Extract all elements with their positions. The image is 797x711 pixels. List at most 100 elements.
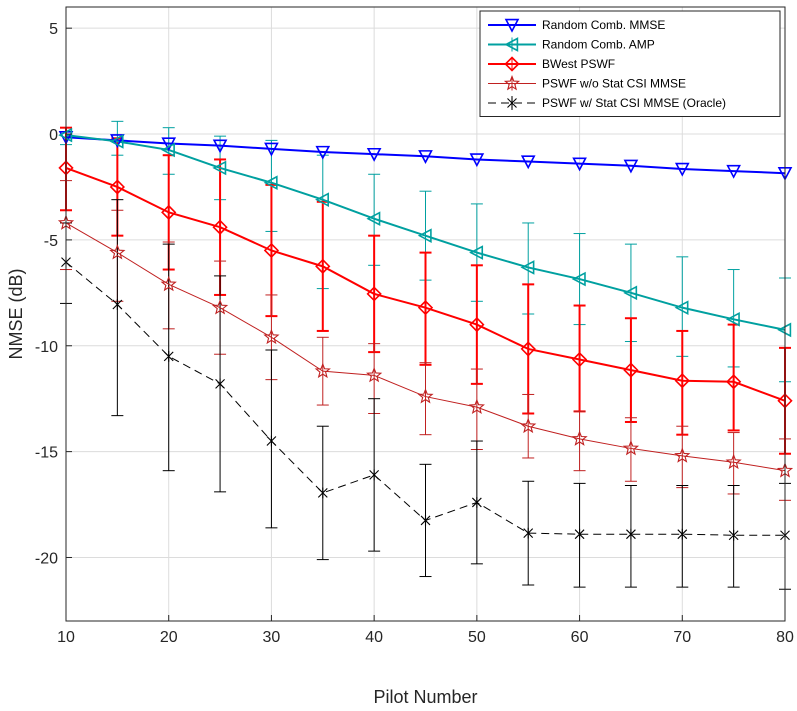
error-bar-series-4	[470, 368, 483, 451]
marker-series-2	[212, 160, 227, 176]
marker-series-4	[417, 388, 434, 404]
marker-series-3	[417, 300, 434, 316]
marker-series-3	[366, 286, 382, 302]
marker-series-3	[726, 374, 742, 390]
marker-series-3	[623, 362, 639, 378]
marker-series-3	[263, 242, 280, 259]
marker-series-1	[161, 137, 177, 152]
marker-series-5	[728, 529, 739, 541]
x-tick-label: 20	[160, 629, 178, 646]
x-tick-label: 40	[365, 629, 383, 646]
line-series-1	[65, 136, 786, 175]
marker-series-1	[623, 159, 639, 174]
marker-series-2	[674, 300, 689, 315]
marker-series-2	[520, 260, 535, 275]
marker-series-4	[160, 275, 177, 292]
x-axis-ticks: 10 20 30 40 50 60 70 80	[57, 615, 794, 646]
marker-series-4	[674, 447, 691, 463]
marker-series-5	[677, 528, 688, 540]
marker-series-4	[263, 328, 280, 345]
legend-label-3: BWest PSWF	[542, 57, 615, 71]
marker-series-4	[211, 299, 229, 315]
marker-series-2	[160, 142, 175, 158]
error-bar-series-4	[573, 410, 586, 472]
y-tick-label: -20	[35, 550, 58, 567]
y-axis-ticks: 5 0 -5 -10 -15 -20	[35, 21, 72, 567]
marker-series-5	[471, 497, 482, 508]
marker-series-5	[369, 469, 380, 481]
x-tick-label: 70	[673, 629, 691, 646]
marker-legend-3	[504, 56, 520, 72]
marker-series-4	[109, 244, 126, 260]
marker-series-3	[469, 316, 485, 333]
marker-series-1	[315, 145, 331, 160]
y-tick-label: 5	[49, 21, 58, 38]
marker-legend-2	[504, 37, 519, 52]
marker-series-1	[212, 139, 228, 154]
marker-series-5	[112, 299, 123, 310]
marker-series-5	[215, 378, 225, 390]
y-tick-label: 0	[49, 127, 58, 144]
marker-series-2	[469, 245, 484, 260]
marker-series-1	[572, 157, 587, 172]
x-tick-label: 30	[263, 629, 281, 646]
x-axis-label: Pilot Number	[373, 687, 477, 707]
x-tick-label: 50	[468, 629, 486, 646]
marker-series-1	[520, 155, 536, 170]
marker-series-3	[161, 204, 177, 221]
y-tick-label: -15	[35, 445, 58, 462]
marker-series-1	[674, 162, 690, 177]
marker-series-1	[469, 153, 485, 168]
legend-label-5: PSWF w/ Stat CSI MMSE (Oracle)	[542, 96, 726, 110]
marker-series-5	[317, 487, 328, 499]
marker-legend-5	[507, 97, 517, 109]
line-series-3	[65, 166, 786, 402]
marker-series-2	[417, 228, 432, 243]
marker-series-5	[266, 435, 277, 447]
marker-series-5	[163, 350, 174, 362]
marker-series-5	[574, 528, 585, 540]
marker-series-2	[623, 285, 638, 301]
marker-series-3	[212, 219, 228, 235]
error-bar-series-4	[624, 417, 637, 482]
x-tick-label: 10	[57, 629, 75, 646]
legend: Random Comb. MMSE Random Comb. AMP BWest P…	[479, 10, 781, 117]
marker-series-4	[314, 362, 331, 379]
marker-series-2	[109, 134, 124, 149]
y-tick-label: -10	[35, 339, 58, 356]
marker-legend-4	[503, 74, 521, 91]
marker-series-2	[263, 175, 278, 191]
line-series-4	[65, 222, 786, 472]
marker-series-3	[315, 258, 331, 274]
marker-series-5	[420, 515, 431, 526]
x-tick-label: 80	[776, 629, 794, 646]
marker-series-4	[725, 453, 742, 470]
marker-series-1	[726, 164, 741, 179]
series-lines	[65, 134, 786, 536]
line-series-2	[65, 134, 786, 331]
marker-series-2	[571, 271, 586, 287]
marker-series-4	[622, 439, 640, 456]
marker-series-4	[571, 430, 588, 446]
x-tick-label: 60	[571, 629, 589, 646]
y-axis-label: NMSE (dB)	[6, 268, 26, 359]
marker-series-2	[366, 211, 381, 227]
marker-series-4	[366, 366, 383, 383]
marker-series-3	[571, 351, 588, 368]
marker-series-2	[315, 192, 329, 207]
marker-legend-1	[504, 18, 520, 33]
error-bar-series-3	[727, 323, 740, 432]
marker-series-4	[468, 398, 485, 415]
marker-series-1	[418, 150, 433, 164]
marker-series-3	[674, 373, 690, 389]
plot-area-frame	[65, 6, 786, 622]
marker-series-3	[520, 341, 536, 357]
legend-label-2: Random Comb. AMP	[542, 38, 655, 52]
marker-series-3	[109, 179, 125, 195]
legend-label-4: PSWF w/o Stat CSI MMSE	[542, 77, 686, 91]
marker-series-2	[725, 311, 740, 327]
marker-series-1	[366, 147, 382, 162]
marker-series-5	[523, 527, 534, 539]
marker-series-1	[264, 142, 279, 157]
